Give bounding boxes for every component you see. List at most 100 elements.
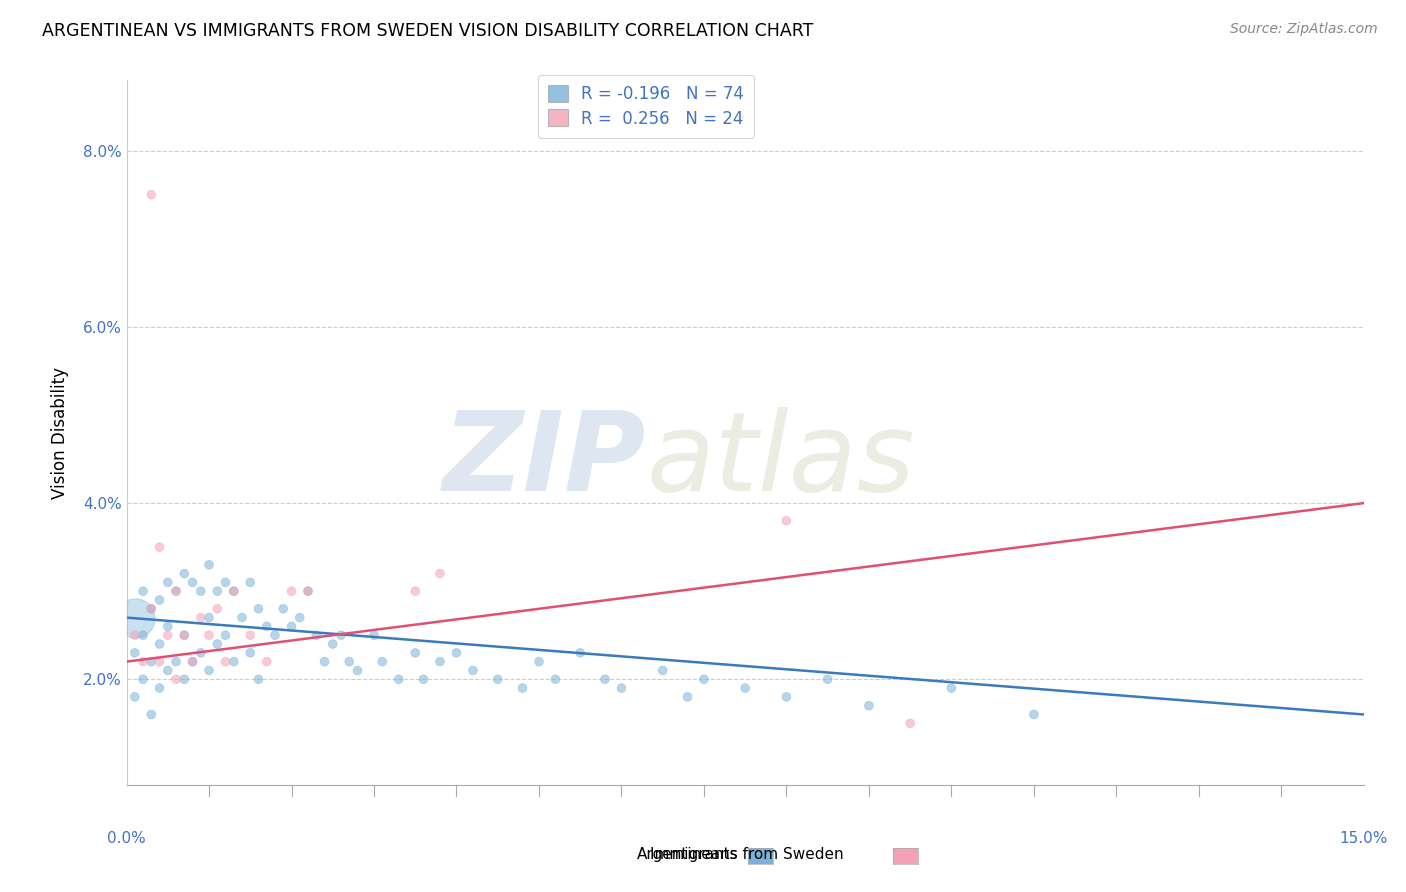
Point — [173, 628, 195, 642]
Point — [198, 558, 221, 572]
Point — [198, 628, 221, 642]
Text: atlas: atlas — [647, 408, 915, 515]
Point — [124, 690, 146, 704]
Point — [858, 698, 880, 713]
Point — [124, 646, 146, 660]
Point — [239, 628, 262, 642]
Point — [734, 681, 756, 695]
Point — [222, 584, 245, 599]
Point — [461, 664, 484, 678]
Point — [148, 681, 170, 695]
Point — [132, 584, 155, 599]
Point — [247, 673, 270, 687]
Point — [165, 673, 187, 687]
Text: Source: ZipAtlas.com: Source: ZipAtlas.com — [1230, 22, 1378, 37]
Point — [148, 540, 170, 554]
Text: 0.0%: 0.0% — [107, 831, 146, 846]
Point — [181, 575, 204, 590]
Point — [222, 584, 245, 599]
Point — [173, 628, 195, 642]
Point — [264, 628, 287, 642]
Legend: R = -0.196   N = 74, R =  0.256   N = 24: R = -0.196 N = 74, R = 0.256 N = 24 — [538, 75, 754, 137]
Text: 15.0%: 15.0% — [1340, 831, 1388, 846]
Point — [446, 646, 468, 660]
Point — [371, 655, 394, 669]
Point — [486, 673, 509, 687]
Point — [165, 584, 187, 599]
Point — [214, 655, 236, 669]
Point — [346, 664, 368, 678]
Point — [124, 628, 146, 642]
Point — [207, 584, 229, 599]
Point — [693, 673, 716, 687]
Point — [297, 584, 319, 599]
Point — [544, 673, 567, 687]
Point — [132, 655, 155, 669]
Point — [651, 664, 673, 678]
Point — [207, 637, 229, 651]
Point — [132, 628, 155, 642]
Y-axis label: Vision Disability: Vision Disability — [51, 367, 69, 499]
Point — [429, 655, 451, 669]
Point — [156, 619, 179, 633]
Point — [141, 601, 163, 615]
Point — [222, 655, 245, 669]
Point — [132, 673, 155, 687]
Point — [198, 664, 221, 678]
Point — [610, 681, 633, 695]
Point — [775, 514, 797, 528]
Point — [429, 566, 451, 581]
Point — [141, 601, 163, 615]
Point — [173, 566, 195, 581]
Text: Argentineans: Argentineans — [637, 847, 738, 862]
Text: Immigrants from Sweden: Immigrants from Sweden — [650, 847, 844, 862]
Point — [363, 628, 385, 642]
Point — [288, 610, 311, 624]
Point — [190, 646, 212, 660]
Text: ARGENTINEAN VS IMMIGRANTS FROM SWEDEN VISION DISABILITY CORRELATION CHART: ARGENTINEAN VS IMMIGRANTS FROM SWEDEN VI… — [42, 22, 814, 40]
Point — [214, 575, 236, 590]
Point — [165, 655, 187, 669]
Point — [256, 655, 278, 669]
Point — [141, 707, 163, 722]
Point — [569, 646, 592, 660]
Point — [247, 601, 270, 615]
Point — [388, 673, 411, 687]
Point — [593, 673, 616, 687]
Point — [941, 681, 963, 695]
Point — [214, 628, 236, 642]
Point — [239, 646, 262, 660]
Point — [148, 637, 170, 651]
Point — [412, 673, 434, 687]
Point — [404, 646, 426, 660]
Point — [280, 619, 302, 633]
Point — [297, 584, 319, 599]
Point — [165, 584, 187, 599]
Point — [314, 655, 336, 669]
Point — [148, 655, 170, 669]
Point — [330, 628, 353, 642]
Point — [190, 610, 212, 624]
Point — [198, 610, 221, 624]
Point — [207, 601, 229, 615]
Point — [337, 655, 360, 669]
Point — [305, 628, 328, 642]
Point — [898, 716, 921, 731]
Point — [148, 593, 170, 607]
Point — [156, 575, 179, 590]
Point — [817, 673, 839, 687]
Point — [676, 690, 699, 704]
Point — [173, 673, 195, 687]
Point — [256, 619, 278, 633]
Point — [141, 655, 163, 669]
Point — [239, 575, 262, 590]
Point — [156, 664, 179, 678]
Point — [124, 610, 146, 624]
Point — [322, 637, 344, 651]
Point — [141, 187, 163, 202]
Point — [527, 655, 550, 669]
Point — [156, 628, 179, 642]
Point — [404, 584, 426, 599]
Point — [280, 584, 302, 599]
Point — [271, 601, 294, 615]
